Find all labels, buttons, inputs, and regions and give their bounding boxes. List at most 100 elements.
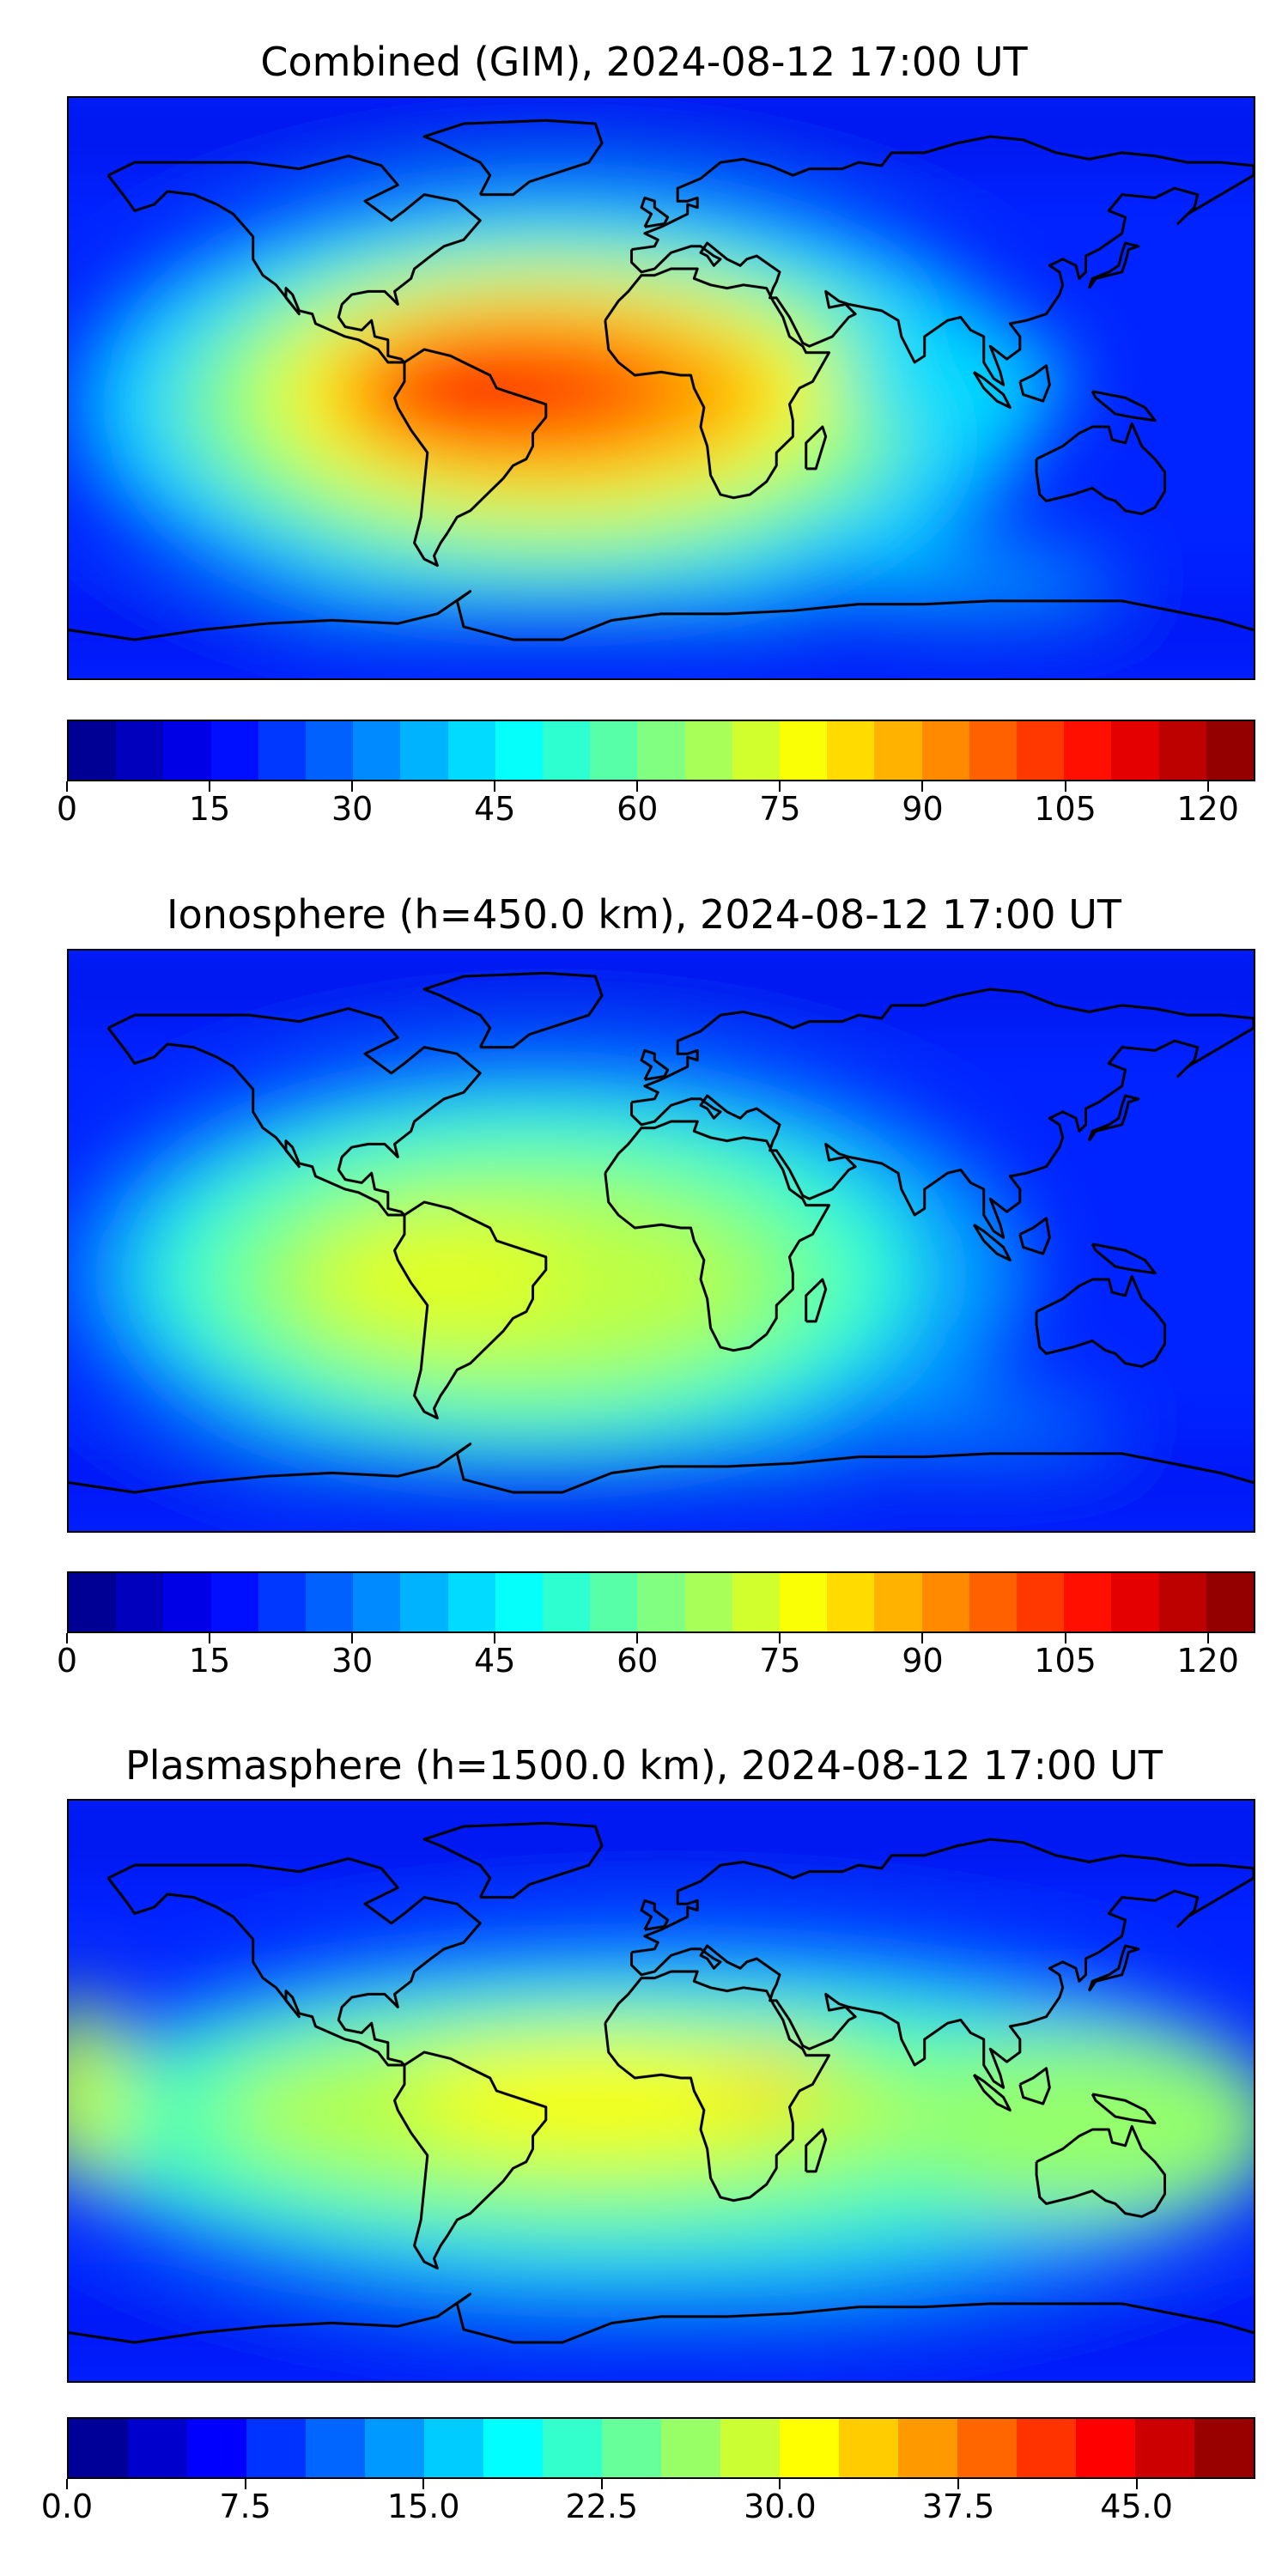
colorbar-tick bbox=[66, 2479, 68, 2489]
colorbar-tick-label: 120 bbox=[1176, 1642, 1239, 1680]
colorbar-segment bbox=[969, 721, 1018, 780]
colorbar-tick-label: 15.0 bbox=[386, 2488, 460, 2525]
colorbar-segment bbox=[210, 721, 258, 780]
colorbar-segment bbox=[637, 1573, 685, 1631]
panel-3-colorbar bbox=[67, 2417, 1255, 2479]
field-contours bbox=[69, 963, 1254, 1502]
coastlines bbox=[69, 1821, 1254, 2344]
colorbar-segment bbox=[187, 2419, 246, 2477]
colorbar-segment bbox=[684, 721, 732, 780]
field-map bbox=[69, 1801, 1254, 2381]
colorbar-segment bbox=[353, 721, 401, 780]
coastline bbox=[1035, 1274, 1166, 1368]
colorbar-tick-label: 90 bbox=[902, 1642, 944, 1680]
colorbar-segment bbox=[128, 2419, 187, 2477]
colorbar-tick bbox=[636, 1633, 639, 1643]
colorbar-segment bbox=[1017, 721, 1065, 780]
colorbar-segment bbox=[874, 721, 922, 780]
coastline bbox=[1018, 2067, 1051, 2105]
colorbar-tick bbox=[779, 781, 781, 792]
field-blob bbox=[908, 2031, 1254, 2220]
colorbar-tick-label: 105 bbox=[1034, 1642, 1097, 1680]
coastline bbox=[393, 2050, 548, 2270]
colorbar-segment bbox=[306, 721, 354, 780]
coastline bbox=[393, 1200, 548, 1420]
colorbar-segment bbox=[1158, 1573, 1206, 1631]
colorbar-tick-label: 0 bbox=[56, 790, 78, 828]
colorbar-segment bbox=[400, 1573, 448, 1631]
colorbar-segment bbox=[246, 2419, 306, 2477]
colorbar-tick-label: 60 bbox=[617, 1642, 659, 1680]
field-blob bbox=[719, 2052, 823, 2112]
coastline bbox=[1035, 422, 1166, 515]
field-band bbox=[69, 2308, 1254, 2352]
panel-1-map bbox=[67, 96, 1255, 680]
colorbar-segment bbox=[839, 2419, 898, 2477]
coastline bbox=[805, 425, 828, 471]
colorbar-segment bbox=[353, 1573, 401, 1631]
colorbar-tick-label: 60 bbox=[617, 790, 659, 828]
coastline bbox=[69, 1443, 1254, 1494]
field-band bbox=[69, 110, 1254, 154]
colorbar-tick-label: 75 bbox=[759, 790, 801, 828]
coastline bbox=[972, 1223, 1012, 1262]
panel-3-title: Plasmasphere (h=1500.0 km), 2024-08-12 1… bbox=[125, 1742, 1163, 1789]
colorbar-segment bbox=[163, 1573, 211, 1631]
coastline bbox=[805, 2128, 828, 2173]
colorbar-segment bbox=[258, 1573, 307, 1631]
colorbar-tick bbox=[600, 2479, 603, 2489]
colorbar-tick-label: 90 bbox=[902, 790, 944, 828]
colorbar-tick bbox=[244, 2479, 246, 2489]
colorbar-segment bbox=[1158, 721, 1206, 780]
colorbar-tick bbox=[66, 1633, 68, 1643]
colorbar-tick bbox=[494, 781, 496, 792]
colorbar-segment bbox=[1017, 2419, 1076, 2477]
colorbar-tick bbox=[351, 1633, 354, 1643]
field-band bbox=[69, 963, 1254, 1006]
field-map bbox=[69, 98, 1254, 678]
colorbar-segment bbox=[306, 1573, 354, 1631]
field-blob bbox=[325, 1224, 566, 1327]
colorbar-segment bbox=[69, 721, 117, 780]
colorbar-tick-label: 45 bbox=[474, 1642, 516, 1680]
coastline bbox=[1018, 1217, 1051, 1255]
colorbar-segment bbox=[780, 721, 828, 780]
coastline bbox=[1087, 241, 1140, 289]
colorbar-segment bbox=[495, 721, 544, 780]
colorbar-tick bbox=[636, 781, 639, 792]
colorbar-segment bbox=[720, 2419, 780, 2477]
colorbar-segment bbox=[1111, 1573, 1159, 1631]
colorbar-segment bbox=[874, 1573, 922, 1631]
colorbar-segment bbox=[921, 1573, 969, 1631]
colorbar-segment bbox=[590, 1573, 638, 1631]
colorbar-segment bbox=[495, 1573, 544, 1631]
colorbar-segment bbox=[780, 2419, 839, 2477]
coastline bbox=[422, 1821, 604, 1899]
panel-3-map bbox=[67, 1799, 1255, 2383]
colorbar-tick bbox=[921, 781, 924, 792]
colorbar-tick bbox=[921, 1633, 924, 1643]
coastline bbox=[69, 2293, 1254, 2344]
colorbar-tick-label: 15 bbox=[188, 1642, 231, 1680]
coastline bbox=[640, 196, 670, 228]
colorbar-tick bbox=[1206, 1633, 1209, 1643]
colorbar-tick bbox=[779, 2479, 781, 2489]
colorbar-tick-label: 30 bbox=[331, 790, 374, 828]
colorbar-tick-label: 120 bbox=[1176, 790, 1239, 828]
coastlines bbox=[69, 971, 1254, 1494]
colorbar-segment bbox=[116, 1573, 164, 1631]
coastline bbox=[1018, 364, 1051, 403]
colorbar-segment bbox=[400, 721, 448, 780]
colorbar-tick-label: 30.0 bbox=[744, 2488, 817, 2525]
field-blob bbox=[360, 349, 549, 427]
colorbar-segment bbox=[1017, 1573, 1065, 1631]
colorbar-tick bbox=[957, 2479, 959, 2489]
colorbar-tick bbox=[1206, 781, 1209, 792]
colorbar-segment bbox=[1206, 721, 1255, 780]
colorbar-segment bbox=[69, 2419, 128, 2477]
colorbar-segment bbox=[602, 2419, 661, 2477]
colorbar-segment bbox=[1076, 2419, 1135, 2477]
field-contours bbox=[69, 1813, 1254, 2352]
colorbar-segment bbox=[258, 721, 307, 780]
coastline bbox=[630, 1838, 1254, 2089]
